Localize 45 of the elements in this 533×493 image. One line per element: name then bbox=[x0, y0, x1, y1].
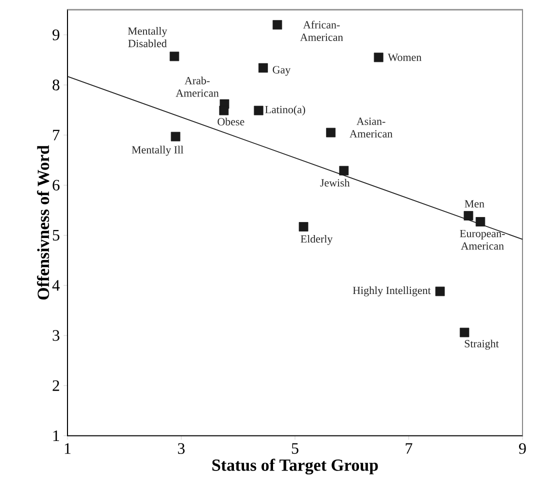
point bbox=[258, 63, 268, 73]
annotation: Gay bbox=[272, 66, 291, 76]
point bbox=[374, 52, 384, 62]
annotation: Mentally Disabled bbox=[128, 27, 168, 48]
point bbox=[298, 222, 308, 232]
point bbox=[435, 286, 445, 296]
x-tick-label: 7 bbox=[406, 443, 412, 454]
annotation: Highly Intelligent bbox=[352, 286, 431, 296]
point bbox=[464, 211, 474, 220]
annotation: Men bbox=[464, 200, 484, 208]
y-tick-label: 6 bbox=[52, 180, 60, 191]
x-tick-label: 3 bbox=[178, 443, 185, 454]
point bbox=[326, 128, 336, 138]
point bbox=[219, 106, 229, 116]
annotation: Asian-American bbox=[350, 118, 392, 138]
x-tick-label: 1 bbox=[64, 443, 71, 454]
annotation: African-American bbox=[300, 20, 344, 41]
point bbox=[170, 52, 180, 62]
annotation: Mentally Ill bbox=[132, 146, 184, 156]
y-tick-label: 3 bbox=[52, 330, 60, 341]
annotation: Arab-American bbox=[176, 76, 219, 97]
y-tick-label: 8 bbox=[52, 80, 60, 90]
x-tick-label: 9 bbox=[519, 443, 526, 454]
annotation: Straight bbox=[464, 340, 499, 350]
y-axis-title: Offensivness of Word bbox=[36, 145, 50, 300]
annotation: Jewish bbox=[320, 178, 350, 187]
y-tick-label: 2 bbox=[52, 380, 60, 391]
annotation: Obese bbox=[218, 118, 244, 126]
annotation: European-American bbox=[460, 230, 505, 250]
point bbox=[272, 20, 282, 30]
y-tick-label: 4 bbox=[52, 280, 60, 291]
point bbox=[254, 106, 264, 116]
x-tick-label: 5 bbox=[292, 443, 298, 454]
y-tick-label: 7 bbox=[53, 130, 60, 140]
annotation: Latino(a) bbox=[265, 106, 306, 116]
point bbox=[170, 132, 180, 142]
point bbox=[339, 166, 349, 176]
y-tick-label: 9 bbox=[52, 30, 60, 40]
annotation: Women bbox=[388, 54, 422, 62]
annotation: Elderly bbox=[300, 234, 333, 245]
point bbox=[476, 217, 486, 226]
y-tick-label: 5 bbox=[52, 230, 60, 241]
y-tick-label: 1 bbox=[53, 430, 60, 441]
point bbox=[460, 328, 470, 338]
x-axis-title: Status of Target Group bbox=[212, 458, 378, 474]
